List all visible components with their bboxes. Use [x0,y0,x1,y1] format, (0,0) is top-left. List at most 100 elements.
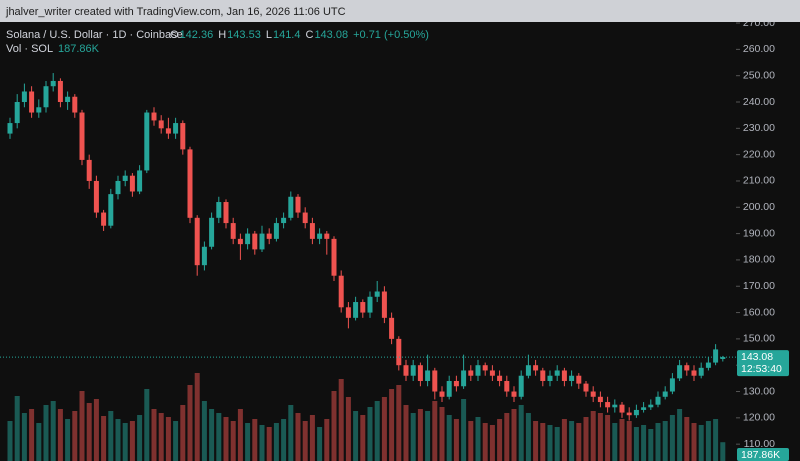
y-tick-label: 180.00 [743,254,775,266]
volume-bar [209,409,215,461]
candle-body [194,217,200,266]
y-tick-label: 160.00 [743,306,775,318]
volume-bar [79,391,85,461]
volume-bar [417,409,423,461]
candle-body [21,91,27,103]
volume-bar [720,442,726,461]
candle-body [295,196,301,213]
candle-body [698,367,704,376]
ohlc-value: 143.53 [227,29,261,41]
candle-body [468,370,474,376]
y-tick-label: 220.00 [743,148,775,160]
volume-bar [504,413,510,461]
candle-body [547,375,553,381]
candle-body [590,391,596,397]
volume-bar [525,413,531,461]
candle-body [641,407,647,410]
candle-body [144,112,150,171]
last-price-label: 143.08 [741,351,773,363]
chart-title: Solana / U.S. Dollar · 1D · Coinbase [6,29,183,41]
volume-bar [461,399,467,461]
candle-body [475,365,481,376]
volume-bar [691,423,697,461]
volume-bar [367,407,373,461]
candle-body [201,246,207,266]
volume-bar [453,419,459,461]
volume-bar [309,415,315,461]
volume-bar [144,389,150,461]
volume-bar [158,413,164,461]
volume-bar [497,419,503,461]
volume-bar [259,425,265,461]
volume-bar [201,401,207,461]
volume-bar [180,405,186,461]
volume-bar [345,397,351,461]
candle-body [677,365,683,379]
candle-body [353,302,359,318]
change-label: +0.71 (+0.50%) [353,29,429,41]
candle-body [266,233,272,239]
y-tick-label: 260.00 [743,43,775,55]
candle-body [633,409,639,416]
volume-bar [561,419,567,461]
volume-bar [403,405,409,461]
countdown: 12:53:40 [741,363,782,375]
volume-bar [655,423,661,461]
volume-bar [518,405,524,461]
candle-body [720,357,726,359]
volume-bar [389,389,395,461]
volume-bar [446,415,452,461]
volume-bar [705,421,711,461]
volume-bar [273,423,279,461]
volume-bar [619,419,625,461]
volume-bar [173,421,179,461]
y-tick-label: 190.00 [743,227,775,239]
candle-body [187,149,193,218]
volume-bar [626,421,632,461]
volume-bar [93,399,99,461]
candle-body [705,362,711,368]
y-tick-label: 130.00 [743,385,775,397]
candle-body [439,391,445,397]
volume-bar [36,423,42,461]
candle-body [288,196,294,218]
volume-bar [302,421,308,461]
volume-bar [353,411,359,461]
candle-body [612,404,618,408]
candle-body [525,365,531,376]
candle-body [605,402,611,408]
candle-body [14,102,20,124]
candle-body [417,365,423,381]
y-tick-label: 170.00 [743,280,775,292]
candle-body [302,212,308,224]
candle-body [158,120,164,129]
price-pane [0,73,736,421]
candle-body [691,370,697,376]
ohlc-letter: L [266,29,272,41]
candle-body [489,370,495,376]
volume-bar [439,407,445,461]
ohlc-value: 142.36 [180,29,214,41]
candle-body [151,112,157,121]
volume-name: Vol · SOL [6,43,53,55]
volume-bar [187,385,193,461]
candle-body [309,223,315,239]
volume-bar [360,415,366,461]
candle-body [655,396,661,405]
volume-bar [641,425,647,461]
candle-body [446,380,452,397]
volume-bar [374,401,380,461]
volume-bar [338,379,344,461]
candle-body [713,349,719,363]
last-price-box [737,350,789,377]
candle-body [597,396,603,403]
volume-bar [50,401,56,461]
candle-body [230,223,236,239]
y-tick-label: 210.00 [743,175,775,187]
volume-bar [489,425,495,461]
volume-bar [122,423,128,461]
volume-bar [698,425,704,461]
volume-bar [101,416,107,461]
candle-body [662,391,668,397]
